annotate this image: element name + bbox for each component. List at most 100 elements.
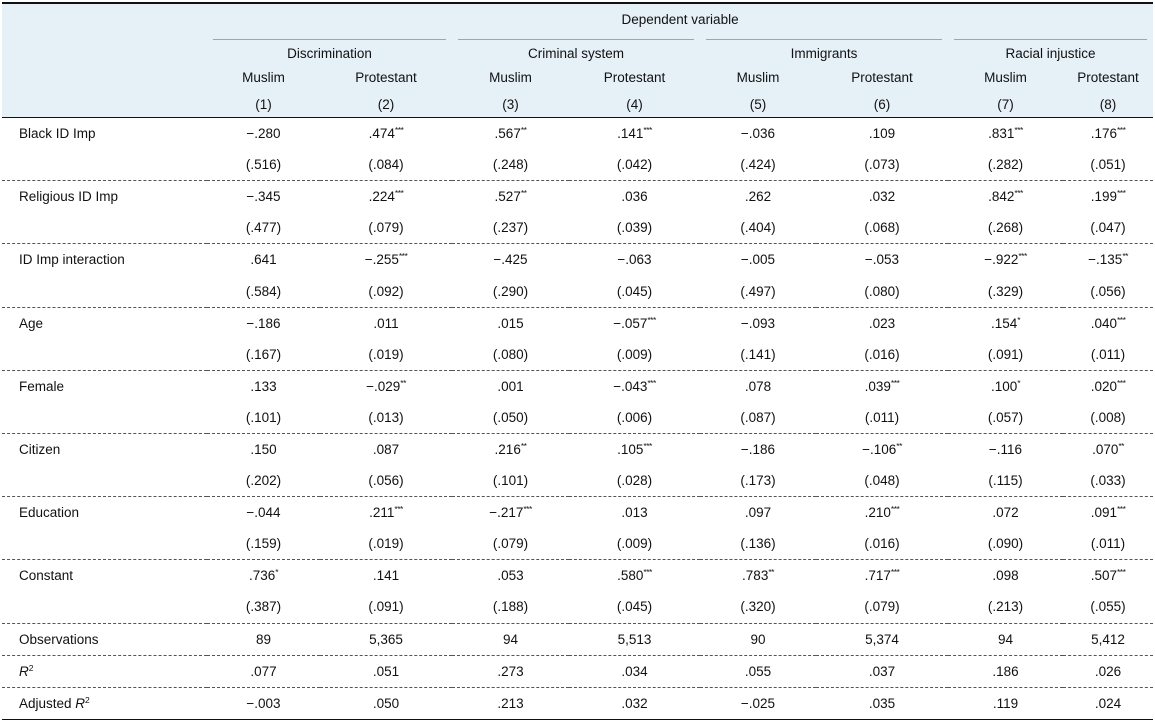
coef-value: .527** [494,188,527,205]
coef-cell: .210*** [816,496,948,529]
significance-stars: *** [643,440,652,451]
standard-error-cell: (.213) [987,599,1024,615]
stat-value: .034 [569,654,700,688]
coef-value: .039*** [864,377,900,394]
standard-error-cell: (.079) [368,220,404,236]
group-rule [213,38,446,40]
coef-value: −.922*** [984,251,1027,268]
se-row: (.477) (.079) (.237) (.039) (.404) (.068) (.26… [2,212,1153,244]
group-rule [706,38,942,40]
coef-value: .015 [497,315,524,331]
standard-error-cell: (.091) [987,346,1024,362]
standard-error-cell: (.290) [492,283,529,299]
coef-cell: −.217*** [452,496,569,529]
stat-value: .037 [816,654,948,688]
standard-error-cell: (.115) [988,473,1023,489]
significance-stars: *** [647,314,656,325]
coef-value: .036 [621,189,648,205]
coef-value: .001 [497,378,524,394]
standard-error-cell: (.424) [740,157,776,173]
coef-cell: .098 [948,559,1063,592]
stat-value: 94 [948,622,1063,656]
coef-cell: .262 [700,180,816,213]
coef-row: Education −.044 .211*** −.217*** .013 .097 .21… [2,496,1154,529]
standard-error-cell: (.404) [740,220,776,236]
stat-value: 5,513 [569,622,700,656]
coef-value: .098 [992,568,1019,584]
standard-error-cell: (.248) [492,157,529,173]
standard-error-cell: (.387) [245,599,282,615]
se-row: (.159) (.019) (.079) (.009) (.136) (.016) (.09… [2,528,1153,560]
row-label-blank [2,339,207,371]
row-label: Education [2,496,207,529]
row-label-blank [2,149,207,181]
model-number: (2) [377,96,395,112]
row-label: Citizen [2,432,207,466]
standard-error-cell: (.028) [616,473,653,489]
group-header: Racial injustice [948,35,1153,64]
coef-cell: .150 [207,432,320,466]
stat-label-superscript: 2 [85,694,90,705]
coef-value: −.057*** [613,314,656,331]
coef-cell: .036 [569,180,700,213]
significance-stars: *** [647,377,656,388]
se-row: (.202) (.056) (.101) (.028) (.173) (.048) (.11… [2,465,1153,497]
coef-cell: .224*** [320,180,452,213]
significance-stars: ** [520,440,527,451]
standard-error-cell: (.042) [616,157,653,173]
significance-stars: *** [394,125,404,136]
coef-value: .580*** [617,567,652,584]
coef-value: .150 [250,441,277,457]
coef-value: −.345 [246,189,281,205]
significance-stars: *** [523,504,532,515]
coef-cell: .015 [452,306,569,339]
coef-value: −.005 [740,252,776,268]
standard-error-cell: (.051) [1090,157,1126,173]
standard-error-cell: (.045) [616,599,653,615]
model-number: (3) [502,96,519,112]
significance-stars: *** [1014,188,1023,199]
standard-error-cell: (.087) [740,409,776,425]
coef-value: −.135** [1088,251,1128,268]
se-row: (.584) (.092) (.290) (.045) (.497) (.080) (.32… [2,275,1153,307]
significance-stars: *** [394,188,404,199]
group-label: Criminal system [527,45,624,61]
standard-error-cell: (.033) [1090,473,1126,489]
coef-value: .641 [250,252,277,268]
coef-cell: .023 [816,306,948,339]
significance-stars: ** [400,377,406,388]
standard-error-cell: (.073) [864,157,900,173]
coef-value: .100* [990,377,1021,394]
coef-cell: −.186 [207,306,320,339]
coef-value: .070** [1092,440,1124,457]
coef-cell: .783** [700,559,816,592]
coef-cell: .133 [207,369,320,402]
significance-stars: *** [1116,125,1126,136]
coef-value: .154* [990,314,1021,331]
coef-value: .224*** [368,188,404,205]
coef-cell: −.044 [207,496,320,529]
coef-cell: .053 [452,559,569,592]
coef-value: .783** [742,567,774,584]
coef-value: .176*** [1090,125,1126,142]
standard-error-cell: (.516) [245,157,282,173]
coef-cell: −.036 [700,117,816,150]
standard-error-cell: (.101) [245,409,282,425]
significance-stars: ** [1122,251,1128,262]
coef-cell: −.280 [207,117,320,150]
significance-stars: ** [520,188,527,199]
row-label-blank [2,591,207,623]
standard-error-cell: (.188) [492,599,529,615]
coef-cell: .527** [452,180,569,213]
coef-value: −.093 [740,315,776,331]
standard-error-cell: (.329) [987,283,1024,299]
dependent-variable-label: Dependent variable [207,2,1154,35]
stat-value: .186 [948,654,1063,688]
coef-value: .032 [868,189,896,205]
coef-value: −.029** [366,377,406,394]
coef-cell: .040*** [1063,306,1154,339]
header-blank-cell [2,64,207,91]
row-label: Age [2,306,207,339]
standard-error-cell: (.011) [1090,346,1126,362]
coef-value: −.255*** [364,251,408,268]
